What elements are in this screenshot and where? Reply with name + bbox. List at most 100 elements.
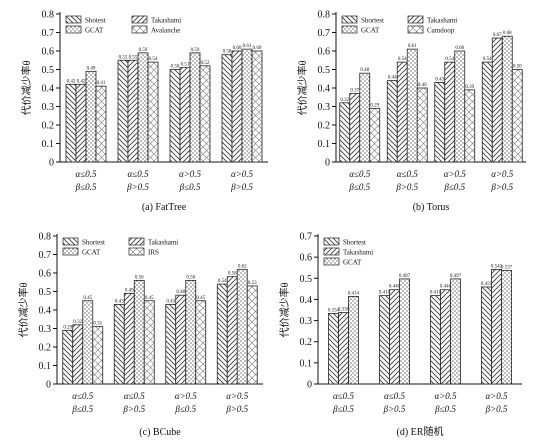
data-label: 0.51 [181,63,190,68]
data-label: 0.49 [125,288,134,293]
y-tick-label: 0 [46,380,51,391]
bar-gcat [501,270,512,385]
bar-camdoop [369,107,381,163]
x-category-label: α≤0.5 [128,169,149,179]
bar-takashami [226,276,238,385]
legend-label: GCAT [82,249,101,257]
legend-swatch [65,15,82,24]
x-category-label: β≤0.5 [434,404,456,414]
y-tick-label: 0.2 [42,121,55,132]
y-tick-label: 0.5 [39,287,52,298]
data-label: 0.43 [115,299,124,304]
x-category-label: α>0.5 [485,391,508,401]
bar-takashami [491,37,503,163]
bar-gcat [137,52,149,163]
bar-gcat [406,48,418,163]
bar-takashami [491,269,502,385]
panel-caption: (b) Torus [413,202,450,213]
x-category-label: α≤0.5 [72,391,93,401]
bar-shortest [339,102,351,163]
legend-label: GCAT [85,27,104,35]
bar-shortest [379,295,390,385]
x-category-label: β≤0.5 [75,182,97,192]
data-label: 0.55 [119,55,128,60]
y-tick-label: 0.2 [318,121,331,132]
y-tick-label: 0.3 [42,102,55,113]
bar-avalanche [251,50,263,163]
legend-swatch [407,25,424,34]
legend-label: Takashami [151,17,181,25]
bar-takashami [389,289,400,385]
x-category-label: α≤0.5 [333,391,354,401]
x-category-label: α>0.5 [444,169,467,179]
legend-swatch [323,257,340,266]
bar-camdoop [511,69,523,163]
legend-label: Shortest [343,239,366,247]
panel-caption: (c) BCube [139,427,181,438]
y-tick-label: 0.5 [300,274,313,285]
data-label: 0.42 [67,79,76,84]
bar-gcat [189,52,201,163]
bar-takashami [338,312,349,385]
bar-shotest [65,83,77,163]
y-tick-label: 0.2 [300,337,313,348]
legend-swatch [65,25,82,34]
data-label: 0.61 [243,44,252,49]
bar-shortest [386,80,398,163]
legend-label: Avalanche [151,27,180,35]
bar-irs [92,326,104,385]
x-category-label: β≤0.5 [443,182,465,192]
y-tick-label: 0.3 [300,316,313,327]
bar-takashami [231,50,243,163]
y-tick-label: 0.6 [300,253,313,264]
legend-swatch [131,15,148,24]
legend-swatch [128,237,145,246]
y-tick-label: 0.1 [42,139,55,150]
bar-shortest [165,304,177,385]
legend-label: GCAT [361,27,380,35]
y-tick-label: 0.4 [39,306,52,317]
bar-shortest [430,295,441,385]
y-tick-label: 0 [307,380,312,391]
legend-label: Camdoop [427,27,455,35]
bar-takashami [444,61,456,163]
y-tick-label: 0.7 [39,250,52,261]
bar-avalanche [147,61,159,163]
data-label: 0.61 [408,44,417,49]
y-tick-label: 0.8 [318,10,331,21]
y-tick-label: 0.7 [42,28,55,39]
data-label: 0.55 [129,55,138,60]
bar-avalanche [95,85,107,163]
data-label: 0.497 [450,274,462,279]
bar-takashami [175,294,187,385]
legend-label: Shotest [85,17,106,25]
data-label: 0.338 [338,308,350,313]
y-tick-label: 0.8 [42,10,55,21]
data-label: 0.32 [340,98,349,103]
y-tick-label: 0.6 [39,269,52,280]
y-tick-label: 0.7 [300,232,313,243]
data-label: 0.29 [63,325,72,330]
data-label: 0.537 [501,265,513,270]
data-label: 0.60 [253,46,262,51]
legend-label: Takashami [148,239,178,247]
bar-gcat [348,296,359,385]
data-label: 0.39 [465,85,474,90]
x-category-label: α>0.5 [491,169,514,179]
legend-swatch [131,25,148,34]
bar-takashami [127,59,139,163]
chart-torus: 0 0.1 0.2 0.3 0.4 0.5 0.6 0.7 0.8 代价减少率θ 0.320.37 0… [296,10,526,213]
bar-shotest [169,69,181,163]
data-label: 0.41 [97,81,106,86]
y-tick-label: 0 [49,158,54,169]
data-label: 0.418 [430,291,442,296]
y-tick-label: 0.3 [39,324,52,335]
bar-camdoop [464,89,476,163]
data-label: 0.68 [503,31,512,36]
bar-shortest [434,82,446,163]
data-label: 0.54 [149,57,158,62]
y-tick-label: 0.5 [42,65,55,76]
y-axis-label: 代价减少率θ [296,60,309,115]
data-label: 0.44 [388,76,397,81]
x-category-label: α≤0.5 [124,391,145,401]
